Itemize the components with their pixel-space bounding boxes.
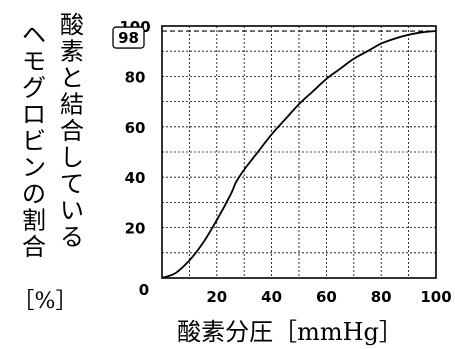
- y-tick-label: 40: [125, 169, 146, 187]
- plot-frame: [161, 25, 437, 279]
- y-axis-unit: ［%］: [13, 289, 78, 314]
- y-axis-label-char: 合: [22, 233, 46, 261]
- x-tick-label: 100: [420, 288, 451, 306]
- y-axis-label-char: 割: [22, 207, 46, 235]
- y-axis-label-char: 素: [60, 38, 84, 66]
- y-tick-label: 60: [125, 119, 146, 137]
- y-axis-label-char: ヘ: [22, 21, 46, 49]
- y-axis-label-char: 結: [60, 91, 84, 119]
- y-axis-label-char: 合: [60, 117, 84, 145]
- annotation-98: 98: [112, 26, 145, 49]
- y-axis-label-char: し: [60, 144, 84, 172]
- dissociation-curve: [161, 30, 437, 279]
- y-axis-label-char: い: [60, 197, 84, 225]
- origin-label: 0: [139, 281, 149, 299]
- grid: [162, 26, 436, 278]
- x-tick-labels: 20 40 60 80 100: [206, 288, 451, 306]
- y-axis-label-char: ビ: [22, 127, 46, 155]
- x-axis-label: 酸素分圧［mmHg］: [177, 318, 403, 346]
- y-axis-label-char: グ: [22, 74, 46, 102]
- annotation-box: [112, 26, 145, 49]
- x-tick-label: 40: [261, 288, 282, 306]
- y-axis-label-char: る: [60, 223, 84, 251]
- y-axis-label-char: て: [60, 170, 84, 198]
- y-axis-label-char: の: [22, 180, 46, 208]
- y-axis-label-char: 酸: [60, 11, 84, 39]
- y-axis-label-char: ン: [22, 154, 46, 182]
- x-tick-label: 60: [316, 288, 337, 306]
- x-tick-label: 80: [371, 288, 392, 306]
- annotation-label: 98: [118, 29, 139, 47]
- y-tick-label: 80: [125, 68, 146, 86]
- y-axis-label-char: と: [60, 64, 84, 92]
- y-tick-label: 20: [125, 220, 146, 238]
- y-axis-label-char: モ: [22, 48, 46, 76]
- y-axis-label-char: ロ: [22, 101, 46, 129]
- x-tick-label: 20: [206, 288, 227, 306]
